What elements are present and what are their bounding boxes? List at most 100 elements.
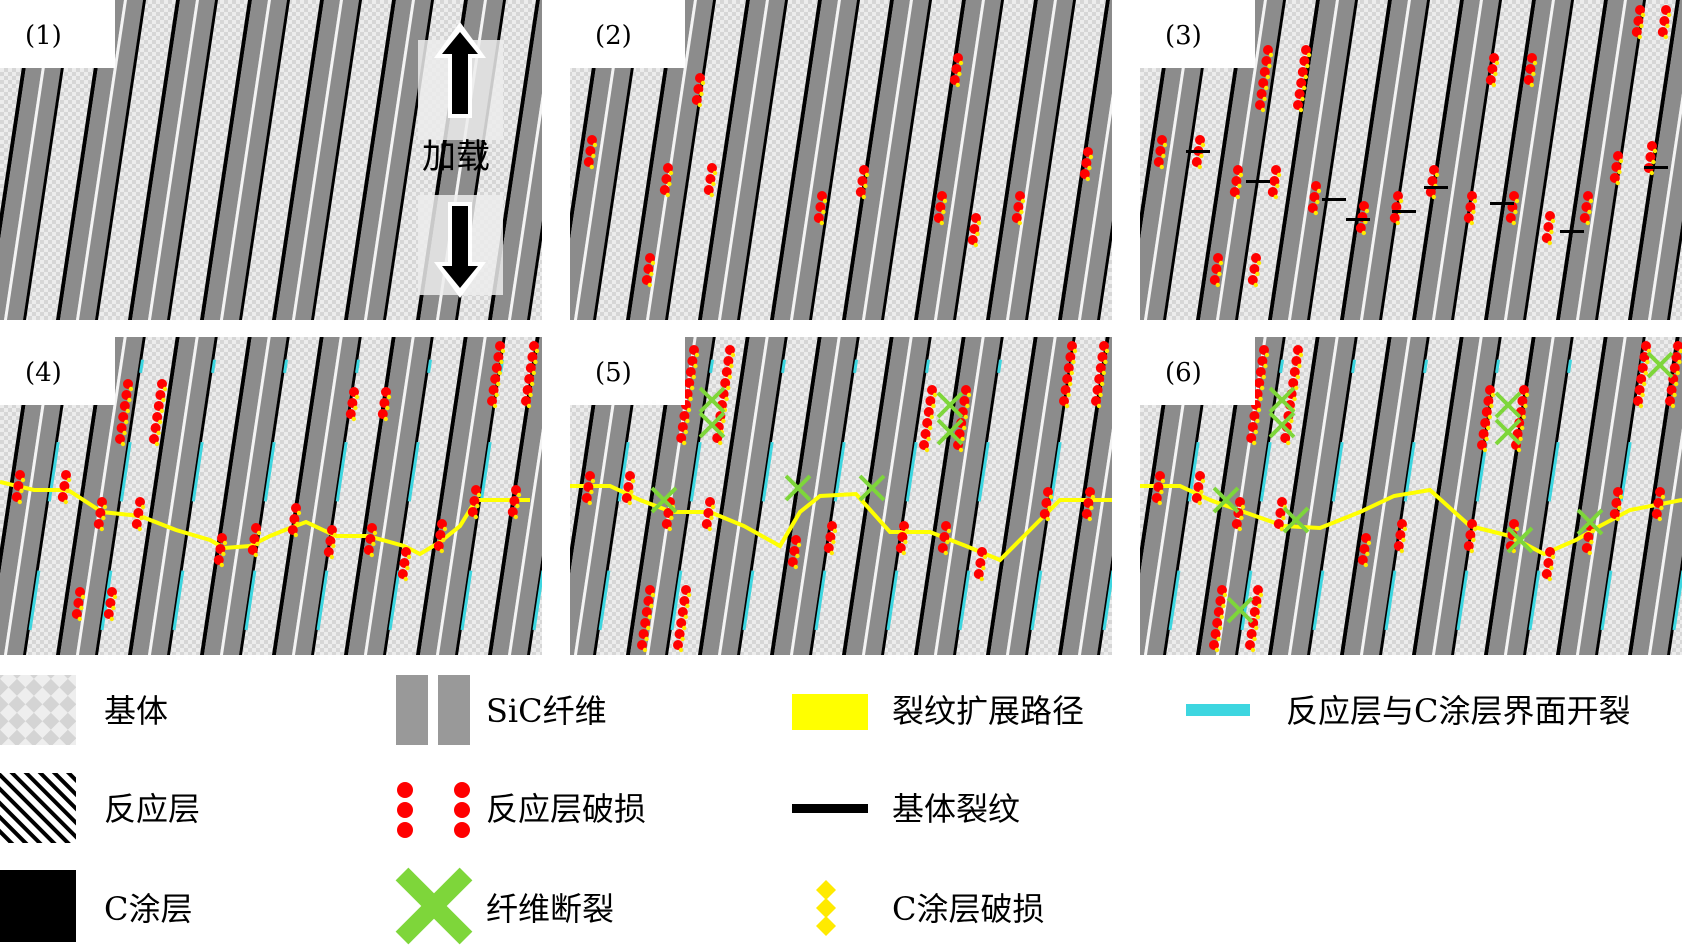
reaction-damage-dot <box>345 409 356 419</box>
coating-damage-dot <box>1365 551 1370 557</box>
reaction-damage-dot <box>1634 385 1645 395</box>
coating-damage-dot <box>1019 209 1024 215</box>
coating-damage-dot <box>63 499 68 505</box>
coating-damage-dot <box>1298 352 1304 358</box>
coating-damage-dot <box>1275 183 1280 189</box>
reaction-damage-dot <box>1666 385 1677 395</box>
coating-damage-dot <box>1258 396 1263 402</box>
coating-damage-dot <box>496 381 501 387</box>
coating-damage-dot <box>963 414 968 420</box>
coating-damage-dot <box>154 441 160 447</box>
panel-5: (5) <box>570 337 1112 655</box>
fiber-gap <box>1144 0 1195 320</box>
coating-damage-dot <box>1100 381 1105 387</box>
coating-damage-dot <box>515 503 520 509</box>
coating-damage-dot <box>1524 392 1530 398</box>
panel-6: (6) <box>1140 337 1682 655</box>
reaction-damage-dot <box>663 508 674 518</box>
reaction-damage-dot <box>527 352 538 362</box>
interface-debond <box>1102 566 1112 631</box>
reaction-damage-dot <box>923 407 934 417</box>
reaction-damage-dot <box>1153 482 1164 492</box>
coating-damage-dot <box>957 71 962 77</box>
coating-damage-dot <box>678 647 684 653</box>
reaction-damage-dot <box>1425 187 1436 197</box>
reaction-damage-dot <box>583 157 594 167</box>
reaction-damage-dot <box>1039 509 1050 519</box>
panel-label: (5) <box>595 358 632 388</box>
reaction-layer <box>1523 0 1574 320</box>
coating-damage-dot <box>102 504 108 510</box>
reaction-damage-dot <box>289 514 300 524</box>
coating-damage-dot <box>1316 188 1322 194</box>
reaction-damage-dot <box>1311 181 1321 191</box>
fiber-core <box>793 0 857 320</box>
fiber-gap <box>1504 0 1555 320</box>
coating-damage-dot <box>829 550 834 556</box>
matrix-crack <box>1424 186 1448 189</box>
fiber-fracture <box>1226 596 1254 624</box>
coating-damage-dot <box>1256 260 1262 266</box>
c-coating <box>488 337 540 655</box>
coating-damage-dot <box>1260 385 1265 391</box>
reaction-damage-dot <box>1294 89 1305 99</box>
fiber-fracture <box>784 474 812 502</box>
fiber-core <box>1435 337 1499 655</box>
c-coating <box>1628 337 1680 655</box>
reaction-damage-dot <box>1633 396 1643 406</box>
fiber-gap <box>4 337 55 655</box>
reaction-damage-dot <box>677 607 688 617</box>
coating-damage-dot <box>1674 381 1679 387</box>
coating-damage-dot <box>124 419 129 425</box>
coating-damage-dot <box>958 60 964 66</box>
reaction-damage-dot <box>1523 75 1534 85</box>
reaction-damage-dot <box>1645 152 1656 162</box>
reaction-damage-dot <box>959 396 970 406</box>
reaction-layer <box>737 0 788 320</box>
reaction-damage-dot <box>587 135 597 145</box>
fiber-core <box>1081 113 1112 320</box>
coating-damage-dot <box>699 91 704 97</box>
fiber-gap <box>1288 337 1339 655</box>
interface-debond <box>742 359 787 631</box>
legend: 基体 SiC纤维 裂纹扩展路径 反应层与C涂层界面开裂 反应层 反应层破损 基体… <box>0 675 1631 945</box>
panel-label-box <box>1140 0 1255 68</box>
coating-damage-dot <box>939 220 944 226</box>
reaction-damage-dot <box>433 541 444 551</box>
fiber-core <box>649 337 713 655</box>
sic-fiber <box>272 0 362 320</box>
reaction-damage-dot <box>1063 363 1074 373</box>
fiber-fracture <box>650 486 678 514</box>
coating-damage-dot <box>1652 148 1658 154</box>
coating-damage-dot <box>1666 12 1672 18</box>
reaction-damage-dot <box>1081 509 1092 519</box>
coating-damage-dot <box>727 374 732 380</box>
reaction-damage-dot <box>623 482 634 492</box>
loading-label: 加载 <box>422 137 490 177</box>
reaction-damage-dot <box>1081 158 1092 168</box>
reaction-layer <box>239 337 290 655</box>
interface-debond <box>460 359 505 631</box>
coating-damage-dot <box>707 526 712 532</box>
coating-damage-dot <box>1549 565 1554 571</box>
fiber-core <box>1416 0 1480 320</box>
coating-damage-dot <box>1529 82 1535 88</box>
reaction-damage-dot <box>1253 585 1263 595</box>
reaction-damage-dot <box>1581 543 1592 553</box>
reaction-damage-dot <box>1579 213 1590 223</box>
coating-damage-dot <box>686 407 692 413</box>
coating-damage-dot <box>1267 63 1272 69</box>
reaction-damage-dot <box>1251 253 1261 263</box>
coating-damage-dot <box>1659 505 1664 511</box>
reaction-damage-dot <box>1483 396 1494 406</box>
legend-label-c-coating: C涂层 <box>104 890 193 928</box>
fiber-gap <box>76 337 127 655</box>
c-coating <box>1556 0 1608 320</box>
reaction-damage-dot <box>977 547 987 557</box>
coating-damage-dot <box>1281 515 1286 521</box>
reaction-layer <box>95 0 146 320</box>
coating-damage-dot <box>1302 85 1307 91</box>
coating-damage-dot <box>406 554 412 560</box>
reaction-damage-dot <box>511 485 521 495</box>
reaction-damage-dot <box>1478 429 1489 439</box>
